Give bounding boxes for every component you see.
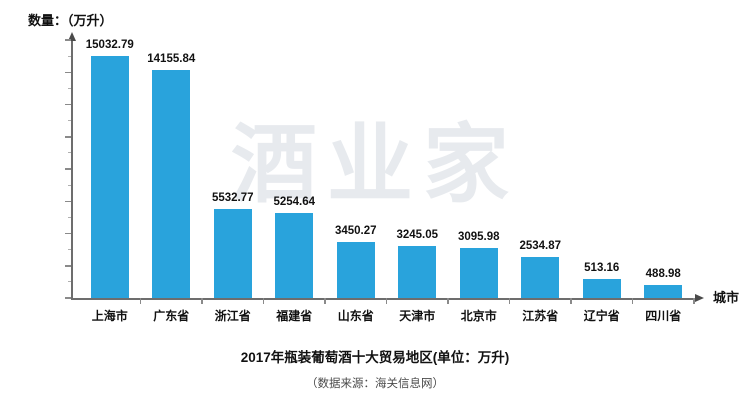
bar — [336, 242, 375, 298]
bar-value-label: 14155.84 — [147, 52, 196, 65]
x-axis-tick — [201, 298, 203, 304]
bar-value-label: 2534.87 — [519, 240, 562, 253]
y-axis-minor-tick — [67, 55, 71, 57]
bar-value-label: 3450.27 — [334, 225, 377, 238]
y-axis-tick — [65, 265, 71, 267]
y-axis-tick — [65, 200, 71, 202]
bar — [90, 55, 129, 298]
x-axis-tick — [139, 298, 142, 304]
y-axis-tick — [65, 103, 71, 106]
y-axis-minor-tick — [67, 87, 71, 89]
chart-source-note: （数据来源：海关信息网） — [306, 378, 444, 390]
y-axis-tick — [65, 39, 71, 41]
bar — [459, 248, 498, 298]
x-axis-category-label: 上海市 — [91, 309, 128, 323]
x-axis-category-label: 福建省 — [276, 309, 313, 323]
bar — [398, 245, 437, 298]
y-axis-minor-tick — [67, 152, 71, 154]
x-axis-tick — [262, 298, 265, 304]
bar — [582, 279, 621, 298]
y-axis-tick — [65, 136, 71, 138]
bar-value-label: 513.16 — [584, 262, 620, 275]
y-axis-arrow-icon — [67, 32, 76, 41]
y-axis-minor-tick — [67, 216, 71, 218]
x-axis-arrow-icon — [695, 294, 704, 302]
bar-value-label: 15032.79 — [85, 38, 134, 51]
x-axis-category-label: 辽宁省 — [583, 309, 620, 323]
y-axis-minor-tick — [67, 120, 71, 122]
bar — [275, 213, 314, 298]
x-axis-tick — [631, 298, 634, 304]
bar — [152, 69, 191, 298]
y-axis-tick — [65, 71, 71, 73]
y-axis-tick — [65, 232, 71, 235]
watermark-text: 酒业家 — [231, 115, 519, 215]
y-axis-minor-tick — [67, 281, 71, 283]
x-axis-tick — [385, 298, 388, 304]
y-axis-tick — [65, 297, 71, 299]
y-axis-tick — [65, 168, 71, 170]
x-axis-category-label: 山东省 — [337, 309, 374, 323]
bar — [213, 208, 252, 298]
x-axis-tick — [324, 298, 326, 304]
bar — [521, 257, 560, 298]
x-axis-tick — [447, 298, 449, 304]
chart-title: 2017年瓶装葡萄酒十大贸易地区(单位：万升) — [240, 350, 510, 365]
bar-value-label: 5532.77 — [211, 191, 254, 204]
x-axis-tick — [508, 298, 511, 304]
x-axis-category-label: 天津市 — [399, 309, 436, 323]
x-axis-category-label: 广东省 — [153, 309, 190, 323]
x-axis-category-label: 北京市 — [460, 309, 497, 323]
bar-value-label: 3095.98 — [457, 231, 500, 244]
x-axis-tick — [570, 298, 572, 304]
x-axis-category-label: 浙江省 — [214, 309, 251, 323]
bar — [644, 285, 683, 298]
x-axis-category-label: 四川省 — [645, 309, 682, 323]
x-axis-line — [71, 298, 695, 300]
y-axis-line — [71, 40, 73, 298]
y-axis-minor-tick — [67, 184, 71, 186]
plot-area: 1600014000120001000080006000400020000 15… — [65, 32, 704, 322]
bar-value-label: 5254.64 — [273, 196, 316, 209]
x-axis-tick — [693, 298, 695, 304]
bar-value-label: 488.98 — [645, 268, 681, 281]
y-axis-minor-tick — [67, 249, 71, 251]
x-axis-title: 城市 — [713, 290, 740, 305]
y-axis-title: 数量：（万升） — [28, 13, 113, 28]
bar-value-label: 3245.05 — [396, 228, 439, 241]
x-axis-category-label: 江苏省 — [522, 309, 559, 323]
